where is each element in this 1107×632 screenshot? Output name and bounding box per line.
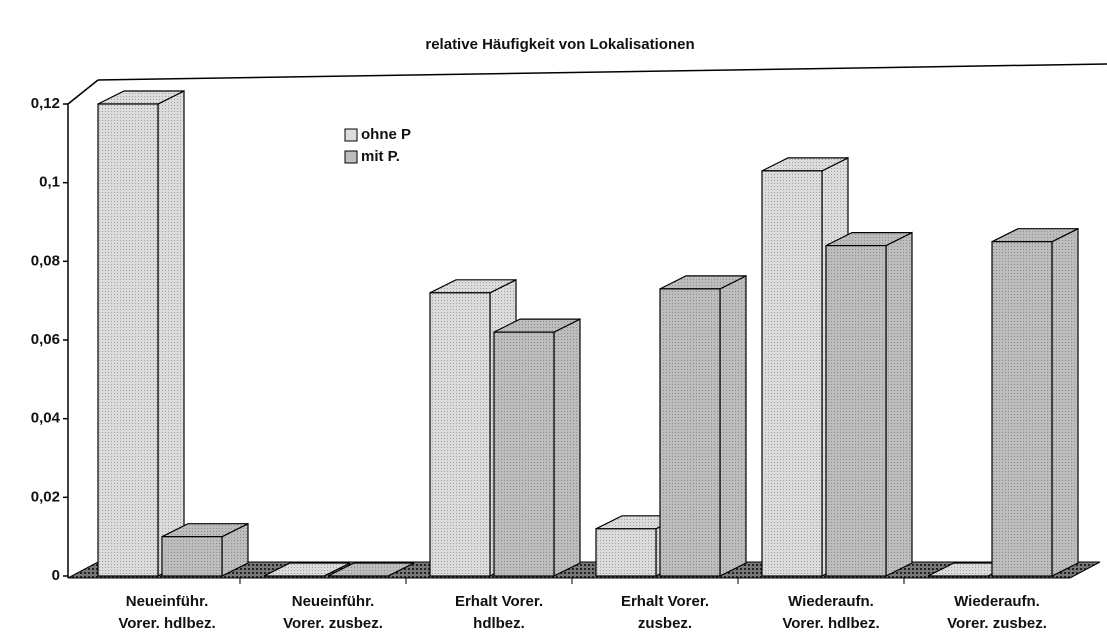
bar-texture: [762, 170, 822, 576]
bar-top-texture: [494, 319, 580, 333]
x-tick-label: Vorer. zusbez.: [283, 615, 383, 632]
x-tick-label: Vorer. hdlbez.: [782, 615, 879, 632]
y-tick-label: 0,12: [31, 95, 60, 112]
bar-texture: [98, 104, 158, 576]
bar-top-texture: [660, 275, 746, 289]
x-tick-label: zusbez.: [638, 615, 692, 632]
y-tick-label: 0,1: [39, 174, 60, 191]
x-tick-label: Erhalt Vorer.: [455, 593, 543, 610]
legend-label: mit P.: [361, 148, 400, 165]
x-tick-label: Erhalt Vorer.: [621, 593, 709, 610]
x-tick-label: Wiederaufn.: [788, 593, 874, 610]
bar-texture: [992, 241, 1052, 576]
back-wall-top: [97, 63, 1107, 81]
bar-top-texture: [328, 563, 414, 576]
bar-texture: [826, 245, 886, 576]
bar-top-texture: [98, 91, 184, 104]
bar-top-texture: [430, 279, 516, 293]
x-tick-label: Wiederaufn.: [954, 593, 1040, 610]
x-tick-label: hdlbez.: [473, 615, 525, 632]
bar-side-texture: [222, 523, 248, 576]
bar-top-texture: [826, 232, 912, 246]
bar-texture: [660, 288, 720, 576]
back-wall-edge: [67, 79, 99, 105]
y-tick-label: 0: [52, 567, 60, 584]
x-tick-label: Vorer. zusbez.: [947, 615, 1047, 632]
legend-swatch: [344, 150, 358, 164]
legend-swatch: [344, 128, 358, 142]
x-tick-label: Neueinführ.: [126, 593, 209, 610]
bar-side-texture: [1052, 228, 1078, 576]
bar-texture: [596, 528, 656, 576]
bar-texture: [162, 536, 222, 576]
y-tick-label: 0,04: [31, 410, 61, 427]
y-tick-label: 0,08: [31, 252, 60, 269]
legend-label: ohne P: [361, 126, 411, 143]
bar-texture: [430, 292, 490, 576]
bar-top-texture: [762, 157, 848, 171]
bar-side-texture: [886, 232, 912, 576]
bar-texture: [494, 332, 554, 576]
y-tick-label: 0,02: [31, 488, 60, 505]
x-tick-label: Neueinführ.: [292, 593, 375, 610]
bar-top-texture: [264, 563, 350, 576]
x-tick-label: Vorer. hdlbez.: [118, 615, 215, 632]
bar-side-texture: [158, 91, 184, 576]
bar-side-texture: [720, 275, 746, 576]
y-tick-label: 0,06: [31, 331, 60, 348]
bar-top-texture: [992, 228, 1078, 242]
chart-title: relative Häufigkeit von Lokalisationen: [425, 36, 694, 53]
bar-top-texture: [162, 523, 248, 537]
bar-side-texture: [554, 319, 580, 576]
